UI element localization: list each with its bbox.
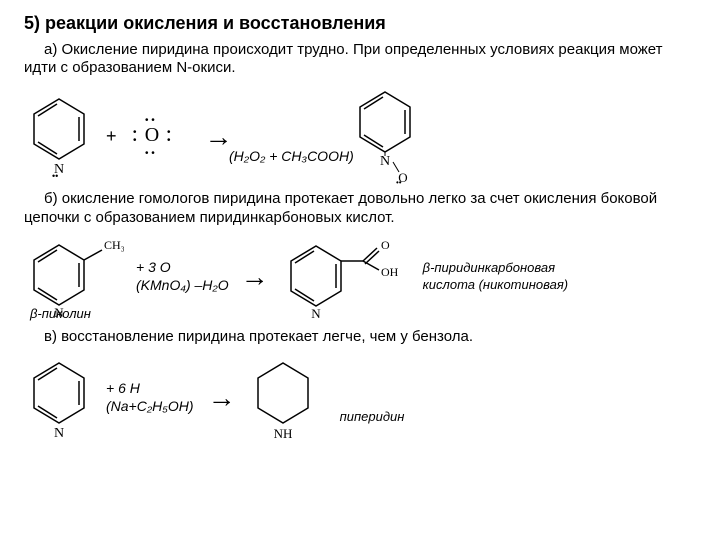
reagent-c-line1: + 6 H xyxy=(106,380,194,398)
reagent-b-line1: + 3 O xyxy=(136,259,229,277)
struct-pyridine: N •• xyxy=(24,91,94,181)
product-b: N O OH xyxy=(281,236,411,318)
svg-text:O: O xyxy=(144,124,158,146)
svg-text:N: N xyxy=(54,305,64,317)
svg-text:•: • xyxy=(167,135,171,146)
reactant-b: N CH₃ xyxy=(24,237,124,317)
atomic-oxygen: O • • • • • • • • xyxy=(129,113,175,159)
reaction-a: N •• + O • • • • • • • • → (H₂O₂ + CH₃CO… xyxy=(24,86,696,186)
svg-text:••: •• xyxy=(52,171,58,181)
svg-text:•: • xyxy=(133,135,137,146)
svg-text:NH: NH xyxy=(273,426,292,441)
arrow-icon-c: → xyxy=(208,380,236,415)
plus-sign-a: + xyxy=(106,125,117,148)
reagent-b-block: + 3 O (KMnO₄) –H₂O xyxy=(136,259,229,294)
struct-beta-picoline: N CH₃ xyxy=(24,237,124,317)
reagent-c-block: + 6 H (Na+C₂H₅OH) → xyxy=(106,380,236,415)
product-c: NH xyxy=(248,355,318,441)
section-title: 5) реакции окисления и восстановления xyxy=(24,12,696,35)
arrow-icon-b: → xyxy=(241,259,269,294)
svg-text:CH₃: CH₃ xyxy=(104,238,124,252)
para-b: б) окисление гомологов пиридина протекае… xyxy=(24,190,696,228)
reaction-c: N + 6 H (Na+C₂H₅OH) → NH пиперидин xyxy=(24,355,696,441)
para-c: в) восстановление пиридина протекает лег… xyxy=(24,328,696,347)
svg-text:N: N xyxy=(311,306,321,318)
para-a: а) Окисление пиридина происходит трудно.… xyxy=(24,41,696,79)
caption-piperidine: пиперидин xyxy=(340,409,405,425)
struct-nicotinic-acid: N O OH xyxy=(281,236,411,318)
reagent-a-text: (H₂O₂ + CH₃COOH) xyxy=(229,148,354,166)
reagent-b-line2: (KMnO₄) –H₂O xyxy=(136,277,229,295)
svg-text:N: N xyxy=(54,426,64,441)
reagent-c-line2: (Na+C₂H₅OH) xyxy=(106,398,194,416)
reaction-b: N CH₃ + 3 O (KMnO₄) –H₂O → xyxy=(24,236,696,318)
caption-nicotinic: β-пиридинкарбоновая кислота (никотиновая… xyxy=(423,260,568,293)
svg-text:• •: • • xyxy=(145,148,155,159)
struct-pyridine-c: N xyxy=(24,355,94,441)
struct-pyridine-n-oxide: N O •• xyxy=(345,86,425,186)
svg-text:O: O xyxy=(381,238,390,252)
svg-text:••: •• xyxy=(396,178,402,186)
struct-piperidine: NH xyxy=(248,355,318,441)
svg-text:• •: • • xyxy=(145,115,155,126)
svg-text:N: N xyxy=(379,154,389,169)
svg-text:OH: OH xyxy=(381,265,399,279)
